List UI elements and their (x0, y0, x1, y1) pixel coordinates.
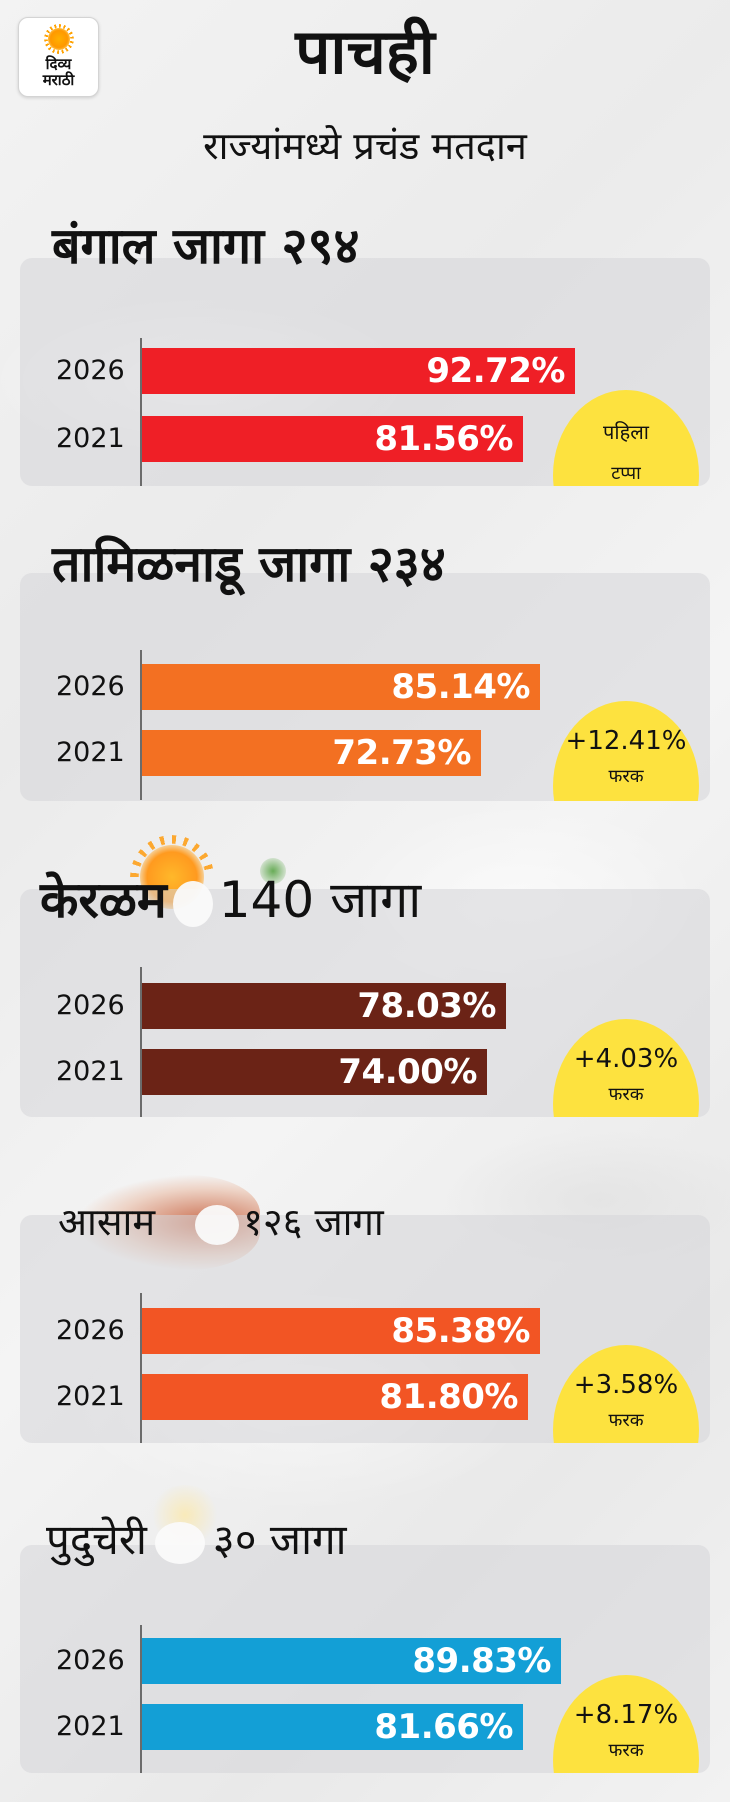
bar-2026: 89.83% (142, 1638, 561, 1684)
bar-value: 72.73% (332, 733, 471, 773)
seat-count: ३० जागा (212, 1515, 347, 1564)
blurred-overlay (154, 1521, 205, 1564)
bar-value: 89.83% (412, 1641, 551, 1681)
blurred-overlay (195, 1204, 240, 1245)
difference-badge: +3.58% फरक (553, 1345, 699, 1443)
chart-axis (140, 967, 142, 1117)
state-heading: पुदुचेरी ३० जागा (46, 1510, 347, 1570)
bar-2026: 85.14% (142, 664, 540, 710)
page-title: पाचही (295, 15, 435, 88)
difference-badge: +12.41% फरक (553, 701, 699, 801)
bar-2021: 74.00% (142, 1049, 487, 1095)
difference-badge: +8.17% फरक (553, 1675, 699, 1773)
difference-label: फरक (608, 1084, 644, 1105)
chart-axis (140, 650, 142, 800)
blurred-overlay (172, 880, 213, 927)
difference-value: +12.41% (565, 726, 687, 756)
chart-axis (140, 1625, 142, 1773)
bar-value: 92.72% (426, 351, 565, 391)
year-label: 2026 (56, 1645, 125, 1676)
year-label: 2026 (56, 1315, 125, 1346)
difference-badge: +4.03% फरक (553, 1019, 699, 1117)
bar-value: 74.00% (338, 1052, 477, 1092)
bar-2021: 72.73% (142, 730, 481, 776)
bar-2021: 81.66% (142, 1704, 523, 1750)
seat-count: १२६ जागा (243, 1200, 384, 1244)
page-subtitle: राज्यांमध्ये प्रचंड मतदान (203, 124, 527, 168)
chart-axis (140, 338, 142, 486)
difference-value: +3.58% (573, 1370, 679, 1400)
bar-value: 85.38% (391, 1311, 530, 1351)
chart-card: 2026 85.38% 2021 81.80% +3.58% फरक (20, 1215, 710, 1443)
year-label: 2026 (56, 355, 125, 386)
state-name: पुदुचेरी (46, 1515, 147, 1564)
state-heading: आसाम १२६ जागा (58, 1192, 384, 1252)
bar-2026: 85.38% (142, 1308, 540, 1354)
difference-value: +4.03% (573, 1044, 679, 1074)
chart-card: 2026 78.03% 2021 74.00% +4.03% फरक (20, 889, 710, 1117)
badge-top-text: पहिला (603, 420, 649, 444)
bar-2021: 81.56% (142, 416, 523, 462)
chart-card: 2026 92.72% 2021 81.56% पहिला टप्पा (20, 258, 710, 486)
bar-2021: 81.80% (142, 1374, 528, 1420)
badge-bottom-text: टप्पा (611, 463, 641, 484)
difference-label: फरक (608, 1740, 644, 1761)
seat-count: 140 जागा (218, 871, 422, 929)
bar-value: 78.03% (357, 986, 496, 1026)
year-label: 2021 (56, 1381, 125, 1412)
sun-logo-icon (47, 28, 70, 50)
chart-axis (140, 1293, 142, 1443)
state-heading: केरळम 140 जागा (40, 870, 421, 930)
bar-value: 85.14% (391, 667, 530, 707)
year-label: 2021 (56, 423, 125, 454)
year-label: 2021 (56, 737, 125, 768)
bar-2026: 92.72% (142, 348, 575, 394)
state-name: आसाम (58, 1200, 156, 1244)
chart-card: 2026 85.14% 2021 72.73% +12.41% फरक (20, 573, 710, 801)
difference-label: फरक (608, 766, 644, 787)
divya-marathi-logo[interactable]: दिव्य मराठी (18, 17, 99, 97)
year-label: 2021 (56, 1711, 125, 1742)
bar-value: 81.56% (374, 419, 513, 459)
logo-line-2: मराठी (42, 71, 75, 89)
year-label: 2026 (56, 990, 125, 1021)
state-heading: बंगाल जागा २९४ (52, 217, 360, 275)
difference-label: फरक (608, 1410, 644, 1431)
bar-value: 81.80% (379, 1377, 518, 1417)
year-label: 2026 (56, 671, 125, 702)
state-heading: तामिळनाडू जागा २३४ (52, 535, 446, 593)
state-name: केरळम (40, 871, 167, 929)
difference-value: +8.17% (573, 1700, 679, 1730)
phase-badge: पहिला टप्पा (553, 390, 699, 486)
year-label: 2021 (56, 1056, 125, 1087)
bar-value: 81.66% (374, 1707, 513, 1747)
tree-decoration-icon (260, 858, 286, 884)
bar-2026: 78.03% (142, 983, 506, 1029)
chart-card: 2026 89.83% 2021 81.66% +8.17% फरक (20, 1545, 710, 1773)
logo-line-1: दिव्य (45, 55, 72, 73)
